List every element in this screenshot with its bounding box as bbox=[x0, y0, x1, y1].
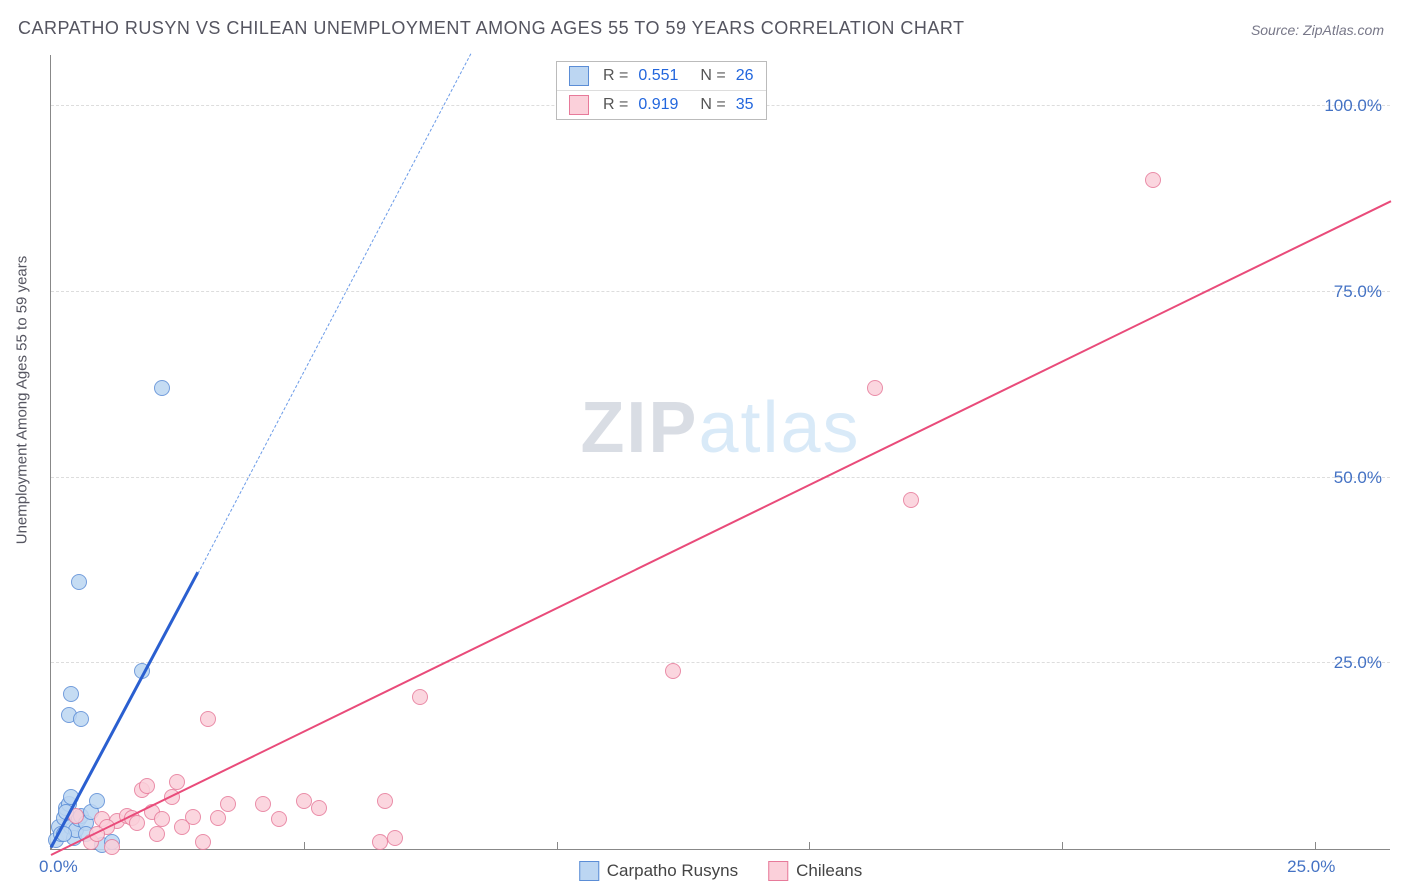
r-label: R = bbox=[603, 96, 628, 114]
data-point bbox=[210, 810, 226, 826]
x-tick bbox=[809, 842, 810, 850]
x-tick-label: 0.0% bbox=[39, 857, 78, 877]
data-point bbox=[387, 830, 403, 846]
gridline-h bbox=[51, 291, 1390, 292]
x-tick bbox=[557, 842, 558, 850]
data-point bbox=[200, 711, 216, 727]
data-point bbox=[73, 711, 89, 727]
correlation-legend-row: R = 0.919 N = 35 bbox=[557, 90, 766, 119]
data-point bbox=[104, 839, 120, 855]
legend-swatch bbox=[569, 66, 589, 86]
r-value: 0.551 bbox=[638, 67, 678, 85]
y-tick-label: 25.0% bbox=[1334, 653, 1382, 673]
legend-label: Carpatho Rusyns bbox=[607, 861, 738, 881]
data-point bbox=[195, 834, 211, 850]
n-value: 26 bbox=[736, 67, 754, 85]
watermark-part2: atlas bbox=[698, 388, 860, 468]
n-value: 35 bbox=[736, 96, 754, 114]
data-point bbox=[372, 834, 388, 850]
data-point bbox=[174, 819, 190, 835]
data-point bbox=[129, 815, 145, 831]
watermark-part1: ZIP bbox=[580, 388, 698, 468]
r-value: 0.919 bbox=[638, 96, 678, 114]
legend-swatch bbox=[569, 95, 589, 115]
legend-item: Chileans bbox=[768, 861, 862, 881]
regression-line bbox=[51, 201, 1392, 857]
legend-swatch bbox=[768, 861, 788, 881]
correlation-legend-row: R = 0.551 N = 26 bbox=[557, 62, 766, 90]
y-axis-label: Unemployment Among Ages 55 to 59 years bbox=[14, 256, 31, 545]
r-label: R = bbox=[603, 67, 628, 85]
legend-item: Carpatho Rusyns bbox=[579, 861, 738, 881]
data-point bbox=[255, 796, 271, 812]
y-tick-label: 100.0% bbox=[1324, 96, 1382, 116]
x-tick bbox=[304, 842, 305, 850]
legend-label: Chileans bbox=[796, 861, 862, 881]
data-point bbox=[377, 793, 393, 809]
data-point bbox=[154, 811, 170, 827]
series-legend: Carpatho Rusyns Chileans bbox=[579, 861, 863, 881]
source-attribution: Source: ZipAtlas.com bbox=[1251, 22, 1384, 38]
chart-title: CARPATHO RUSYN VS CHILEAN UNEMPLOYMENT A… bbox=[18, 18, 965, 39]
data-point bbox=[296, 793, 312, 809]
data-point bbox=[867, 380, 883, 396]
data-point bbox=[311, 800, 327, 816]
y-tick-label: 75.0% bbox=[1334, 282, 1382, 302]
y-tick-label: 50.0% bbox=[1334, 468, 1382, 488]
data-point bbox=[1145, 172, 1161, 188]
x-tick bbox=[1315, 842, 1316, 850]
data-point bbox=[89, 793, 105, 809]
data-point bbox=[139, 778, 155, 794]
data-point bbox=[154, 380, 170, 396]
regression-line-dashed bbox=[197, 53, 471, 574]
n-label: N = bbox=[700, 67, 725, 85]
data-point bbox=[271, 811, 287, 827]
legend-swatch bbox=[579, 861, 599, 881]
data-point bbox=[220, 796, 236, 812]
data-point bbox=[149, 826, 165, 842]
gridline-h bbox=[51, 662, 1390, 663]
scatter-plot-area: ZIPatlas 25.0%50.0%75.0%100.0%0.0%25.0%R… bbox=[50, 55, 1390, 850]
data-point bbox=[665, 663, 681, 679]
gridline-h bbox=[51, 477, 1390, 478]
data-point bbox=[903, 492, 919, 508]
x-tick bbox=[1062, 842, 1063, 850]
correlation-legend: R = 0.551 N = 26 R = 0.919 N = 35 bbox=[556, 61, 767, 120]
data-point bbox=[71, 574, 87, 590]
data-point bbox=[169, 774, 185, 790]
watermark: ZIPatlas bbox=[580, 387, 860, 469]
n-label: N = bbox=[700, 96, 725, 114]
x-tick-label: 25.0% bbox=[1287, 857, 1335, 877]
data-point bbox=[412, 689, 428, 705]
data-point bbox=[63, 686, 79, 702]
